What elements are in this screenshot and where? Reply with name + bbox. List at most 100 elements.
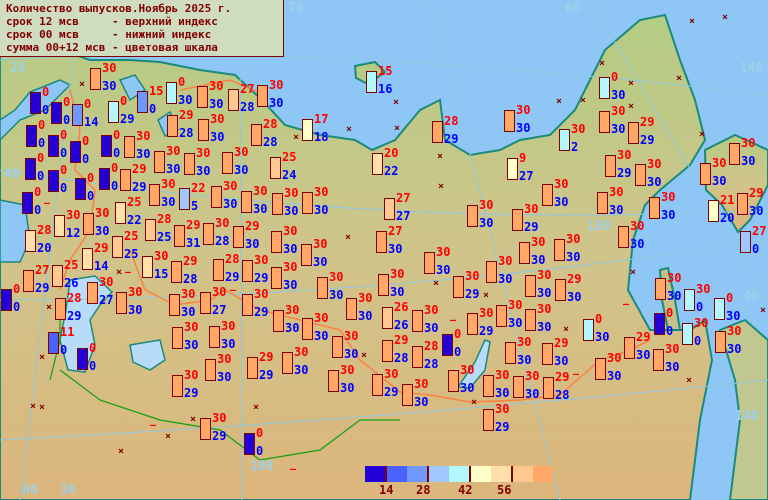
station-sum-bar [483, 375, 494, 397]
station-upper-index: 0 [89, 341, 97, 355]
station-upper-index: 0 [726, 291, 734, 305]
station-upper-index: 30 [571, 122, 586, 136]
no-data-cross-icon: × [433, 278, 440, 289]
station-upper-index: 30 [647, 157, 662, 171]
station-lower-index: 30 [554, 354, 569, 368]
graticule-label: 40 [4, 167, 20, 182]
station-lower-index: 29 [254, 271, 269, 285]
station-lower-index: 30 [184, 338, 199, 352]
station-sum-bar [618, 226, 629, 248]
station-sum-bar [366, 71, 377, 93]
station-lower-index: 30 [390, 285, 405, 299]
station-sum-bar [205, 359, 216, 381]
japan [718, 318, 768, 500]
station-sum-bar [251, 124, 262, 146]
station-lower-index: 27 [396, 209, 411, 223]
station-lower-index: 30 [314, 203, 329, 217]
station-lower-index: 30 [209, 97, 224, 111]
station-lower-index: 30 [285, 321, 300, 335]
station-sum-bar [174, 225, 185, 247]
scale-label-56: 56 [497, 483, 512, 497]
station-sum-bar [542, 184, 553, 206]
no-data-dash-icon: – [623, 299, 630, 310]
station-sum-bar [241, 191, 252, 213]
station-sum-bar [200, 418, 211, 440]
station-sum-bar [166, 82, 177, 104]
station-upper-index: 30 [554, 177, 569, 191]
station-sum-bar [213, 259, 224, 281]
station-upper-index: 27 [35, 263, 50, 277]
no-data-dash-icon: – [150, 420, 157, 431]
station-upper-index: 0 [113, 128, 121, 142]
station-upper-index: 30 [460, 363, 475, 377]
no-data-cross-icon: × [39, 352, 46, 363]
no-data-cross-icon: × [39, 402, 46, 413]
station-sum-bar [124, 136, 135, 158]
station-upper-index: 30 [609, 185, 624, 199]
station-lower-index: 30 [178, 93, 193, 107]
station-lower-index: 29 [254, 305, 269, 319]
station-sum-bar [23, 270, 34, 292]
station-lower-index: 5 [191, 199, 199, 213]
station-lower-index: 30 [294, 363, 309, 377]
station-upper-index: 0 [13, 282, 21, 296]
station-lower-index: 30 [436, 263, 451, 277]
national-borders [59, 79, 651, 403]
station-upper-index: 30 [508, 298, 523, 312]
station-sum-bar [273, 310, 284, 332]
station-upper-index: 30 [283, 224, 298, 238]
station-upper-index: 30 [727, 324, 742, 338]
station-lower-index: 30 [161, 195, 176, 209]
station-upper-index: 30 [269, 78, 284, 92]
station-sum-bar [554, 239, 565, 261]
station-sum-bar [30, 92, 41, 114]
station-lower-index: 30 [567, 290, 582, 304]
station-sum-bar [555, 279, 566, 301]
station-sum-bar [25, 230, 36, 252]
station-lower-index: 30 [358, 309, 373, 323]
station-upper-index: 30 [314, 185, 329, 199]
station-sum-bar [653, 349, 664, 371]
station-upper-index: 21 [720, 193, 735, 207]
station-upper-index: 30 [611, 104, 626, 118]
station-sum-bar [142, 256, 153, 278]
scale-label-14: 14 [379, 483, 394, 497]
station-sum-bar [700, 163, 711, 185]
station-sum-bar [112, 236, 123, 258]
station-upper-index: 30 [209, 79, 224, 93]
station-sum-bar [599, 77, 610, 99]
graticule-label: 60 [22, 483, 38, 498]
station-lower-index: 24 [282, 168, 297, 182]
station-upper-index: 25 [64, 258, 79, 272]
station-sum-bar [302, 119, 313, 141]
no-data-cross-icon: × [689, 16, 696, 27]
station-sum-bar [382, 307, 393, 329]
station-upper-index: 30 [495, 368, 510, 382]
station-upper-index: 30 [161, 177, 176, 191]
station-lower-index: 30 [726, 309, 741, 323]
station-lower-index: 30 [284, 204, 299, 218]
station-upper-index: 0 [84, 97, 92, 111]
station-lower-index: 0 [89, 359, 97, 373]
station-lower-index: 30 [329, 288, 344, 302]
station-upper-index: 29 [640, 115, 655, 129]
scale-label-28: 28 [416, 483, 431, 497]
station-sum-bar [145, 219, 156, 241]
station-lower-index: 28 [215, 234, 230, 248]
station-sum-bar [655, 278, 666, 300]
station-upper-index: 30 [531, 235, 546, 249]
station-sum-bar [48, 135, 59, 157]
station-upper-index: 30 [217, 352, 232, 366]
station-sum-bar [302, 318, 313, 340]
station-upper-index: 30 [223, 179, 238, 193]
station-upper-index: 0 [120, 94, 128, 108]
station-lower-index: 30 [741, 154, 756, 168]
station-lower-index: 0 [454, 345, 462, 359]
station-upper-index: 25 [124, 229, 139, 243]
station-lower-index: 29 [35, 281, 50, 295]
station-upper-index: 0 [63, 95, 71, 109]
station-lower-index: 29 [132, 180, 147, 194]
station-lower-index: 30 [314, 329, 329, 343]
station-sum-bar [184, 153, 195, 175]
station-lower-index: 0 [13, 300, 21, 314]
